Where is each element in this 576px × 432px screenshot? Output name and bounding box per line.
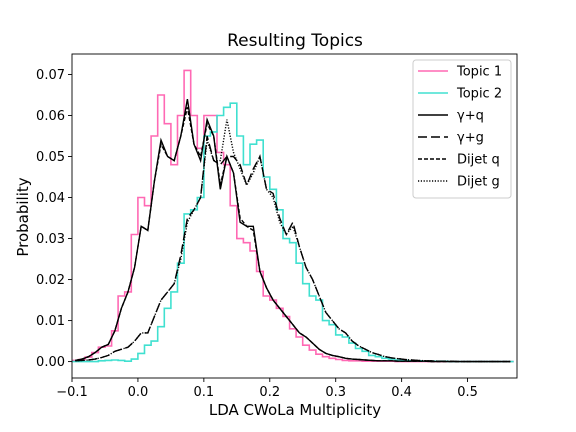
x-tick-label: 0.5 (457, 385, 478, 400)
series-line-2 (72, 102, 514, 363)
x-tick-label: 0.3 (325, 385, 346, 400)
y-axis: 0.00 0.01 0.02 0.03 0.04 0.05 0.06 0.07 (36, 68, 72, 370)
x-tick-label: −0.1 (56, 385, 88, 400)
x-tick-label: 0.1 (194, 385, 215, 400)
series-line-5 (75, 107, 511, 363)
x-tick-label: 0.2 (259, 385, 280, 400)
y-tick-label: 0.07 (36, 68, 65, 83)
x-axis: −0.1 0.0 0.1 0.2 0.3 0.4 0.5 (56, 378, 478, 400)
legend: Topic 1 Topic 2 γ+q γ+g Dijet q Dijet g (412, 59, 512, 199)
legend-label: Dijet q (457, 153, 500, 168)
x-tick-label: 0.4 (391, 385, 412, 400)
x-axis-label: LDA CWoLa Multiplicity (209, 401, 381, 419)
y-tick-label: 0.03 (36, 232, 65, 247)
y-tick-label: 0.05 (36, 150, 65, 165)
y-tick-label: 0.00 (36, 355, 65, 370)
y-tick-label: 0.06 (36, 109, 65, 124)
legend-label: Topic 2 (456, 87, 502, 102)
y-tick-label: 0.02 (36, 273, 65, 288)
legend-label: Topic 1 (456, 65, 502, 80)
y-tick-label: 0.04 (36, 191, 65, 206)
chart-title: Resulting Topics (227, 31, 363, 51)
legend-label: γ+g (457, 131, 484, 146)
plot-area (71, 53, 518, 379)
legend-label: Dijet g (457, 175, 500, 190)
y-tick-label: 0.01 (36, 314, 65, 329)
legend-box (412, 59, 512, 199)
y-axis-label: Probability (14, 177, 32, 256)
series-line-6 (75, 119, 511, 363)
plot-frame (71, 53, 518, 379)
legend-label: γ+q (457, 109, 484, 124)
x-tick-label: 0.0 (128, 385, 149, 400)
